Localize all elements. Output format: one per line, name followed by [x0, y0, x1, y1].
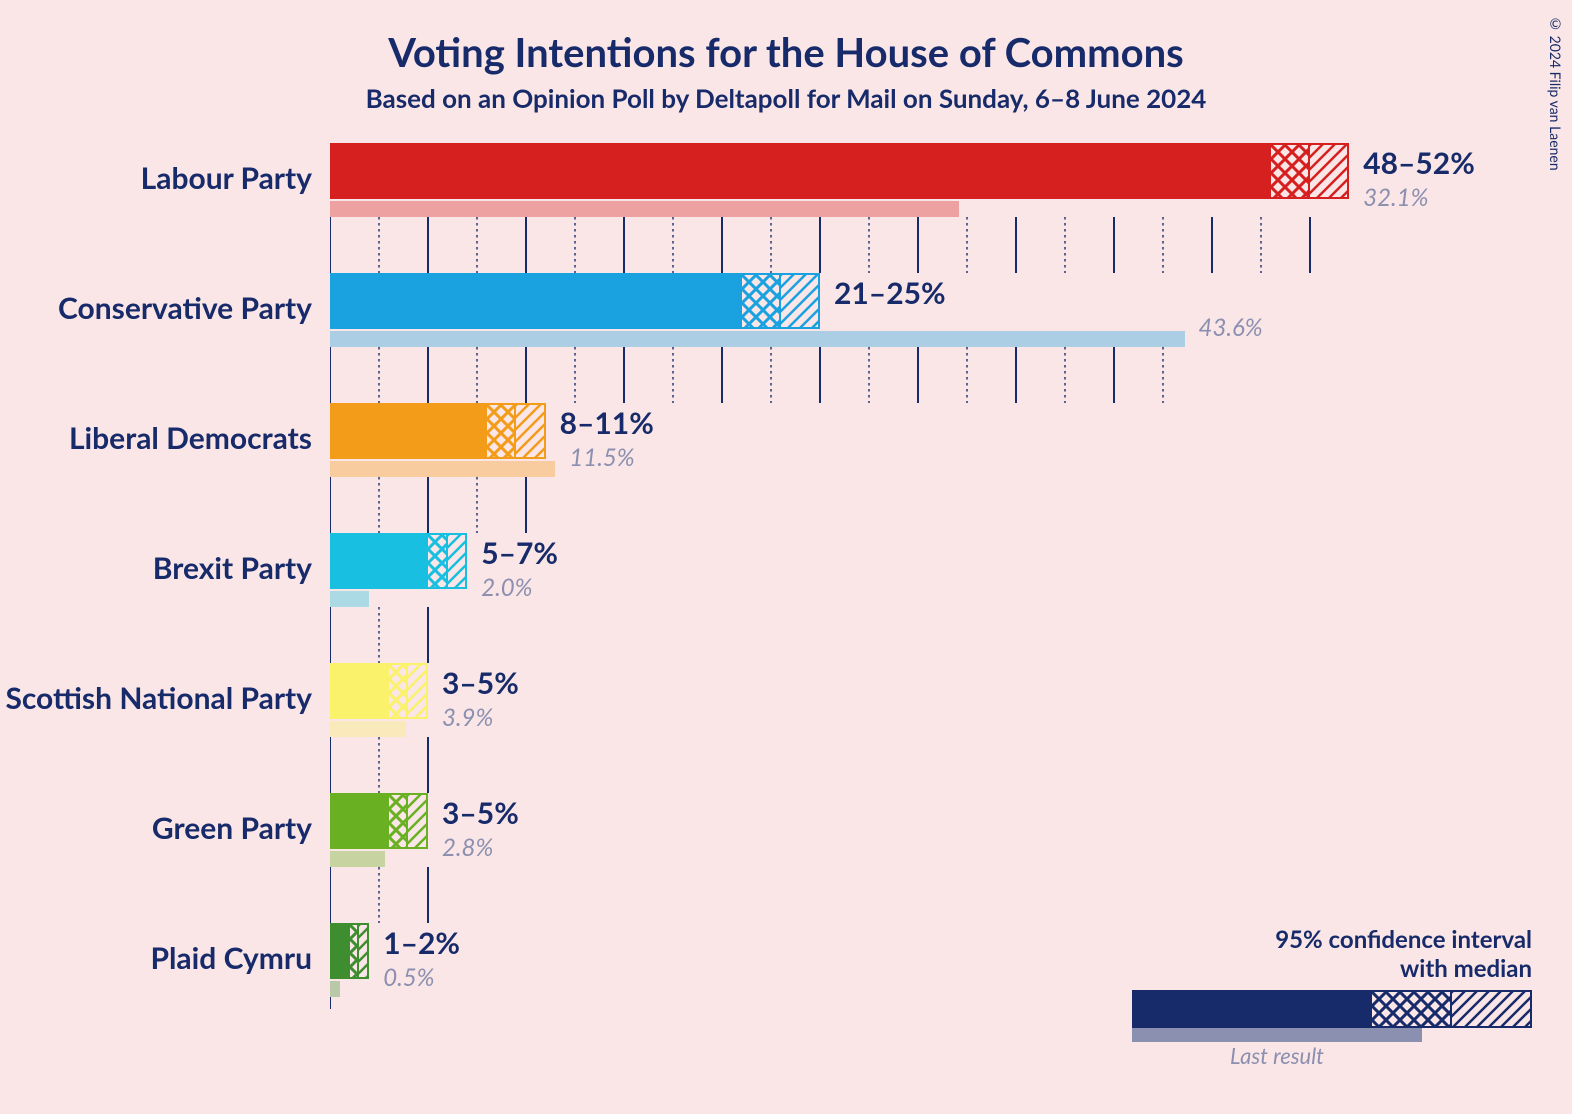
bar-ci-crosshatch: [350, 923, 360, 979]
bar-ci-hatched: [359, 923, 369, 979]
value-previous: 2.0%: [481, 573, 532, 602]
value-previous: 3.9%: [442, 703, 493, 732]
chart-title: Voting Intentions for the House of Commo…: [0, 0, 1572, 76]
legend-title: 95% confidence interval with median: [1092, 926, 1532, 984]
bar-previous-result: [330, 591, 369, 607]
bar-previous-result: [330, 461, 555, 477]
bar-solid: [330, 923, 350, 979]
bar-solid: [330, 533, 428, 589]
party-label: Conservative Party: [58, 290, 312, 326]
party-row: Liberal Democrats 8–11%11.5%: [0, 395, 1572, 525]
value-range: 3–5%: [442, 665, 519, 701]
party-row: Conservative Party 21–25% 43.6%: [0, 265, 1572, 395]
value-range: 1–2%: [383, 925, 460, 961]
bar-ci-hatched: [408, 663, 428, 719]
bar-ci-crosshatch: [428, 533, 448, 589]
value-range: 21–25%: [834, 275, 946, 311]
legend-bar-sample: [1132, 990, 1532, 1028]
value-previous: 11.5%: [569, 443, 634, 472]
bar-solid: [330, 663, 389, 719]
bar-ci-crosshatch: [389, 663, 409, 719]
party-row: Green Party 3–5%2.8%: [0, 785, 1572, 915]
value-range: 8–11%: [560, 405, 654, 441]
bar-ci-crosshatch: [487, 403, 516, 459]
value-previous: 2.8%: [442, 833, 493, 862]
bar-previous-result: [330, 201, 959, 217]
value-previous: 32.1%: [1363, 183, 1428, 212]
bar-solid: [330, 273, 742, 329]
party-label: Plaid Cymru: [150, 940, 312, 976]
party-label: Labour Party: [141, 160, 312, 196]
legend: 95% confidence interval with median Last…: [1092, 926, 1532, 1069]
party-label: Scottish National Party: [5, 680, 312, 716]
value-previous: 0.5%: [383, 963, 434, 992]
bar-ci-crosshatch: [389, 793, 409, 849]
bar-ci-hatched: [516, 403, 545, 459]
bar-ci-crosshatch: [742, 273, 781, 329]
legend-title-line2: with median: [1400, 954, 1532, 983]
bar-ci-crosshatch: [1271, 143, 1310, 199]
chart-subtitle: Based on an Opinion Poll by Deltapoll fo…: [0, 82, 1572, 114]
value-range: 3–5%: [442, 795, 519, 831]
bar-ci-hatched: [781, 273, 820, 329]
value-range: 48–52%: [1363, 145, 1475, 181]
bar-previous-result: [330, 851, 385, 867]
bar-ci-hatched: [448, 533, 468, 589]
party-row: Brexit Party 5–7%2.0%: [0, 525, 1572, 655]
value-range: 5–7%: [481, 535, 558, 571]
party-row: Scottish National Party 3–5%3.9%: [0, 655, 1572, 785]
bar-ci-hatched: [1310, 143, 1349, 199]
value-previous: 43.6%: [1199, 313, 1263, 342]
bar-solid: [330, 143, 1271, 199]
legend-title-line1: 95% confidence interval: [1275, 925, 1532, 954]
bar-previous-result: [330, 331, 1185, 347]
party-row: Labour Party 48–52%32.1%: [0, 135, 1572, 265]
bar-ci-hatched: [408, 793, 428, 849]
party-label: Liberal Democrats: [69, 420, 312, 456]
party-label: Brexit Party: [153, 550, 312, 586]
bar-solid: [330, 793, 389, 849]
bar-previous-result: [330, 721, 406, 737]
party-label: Green Party: [152, 810, 312, 846]
legend-prev-label: Last result: [1132, 1042, 1422, 1069]
bar-solid: [330, 403, 487, 459]
bar-previous-result: [330, 981, 340, 997]
legend-prev-bar: [1132, 1028, 1422, 1042]
